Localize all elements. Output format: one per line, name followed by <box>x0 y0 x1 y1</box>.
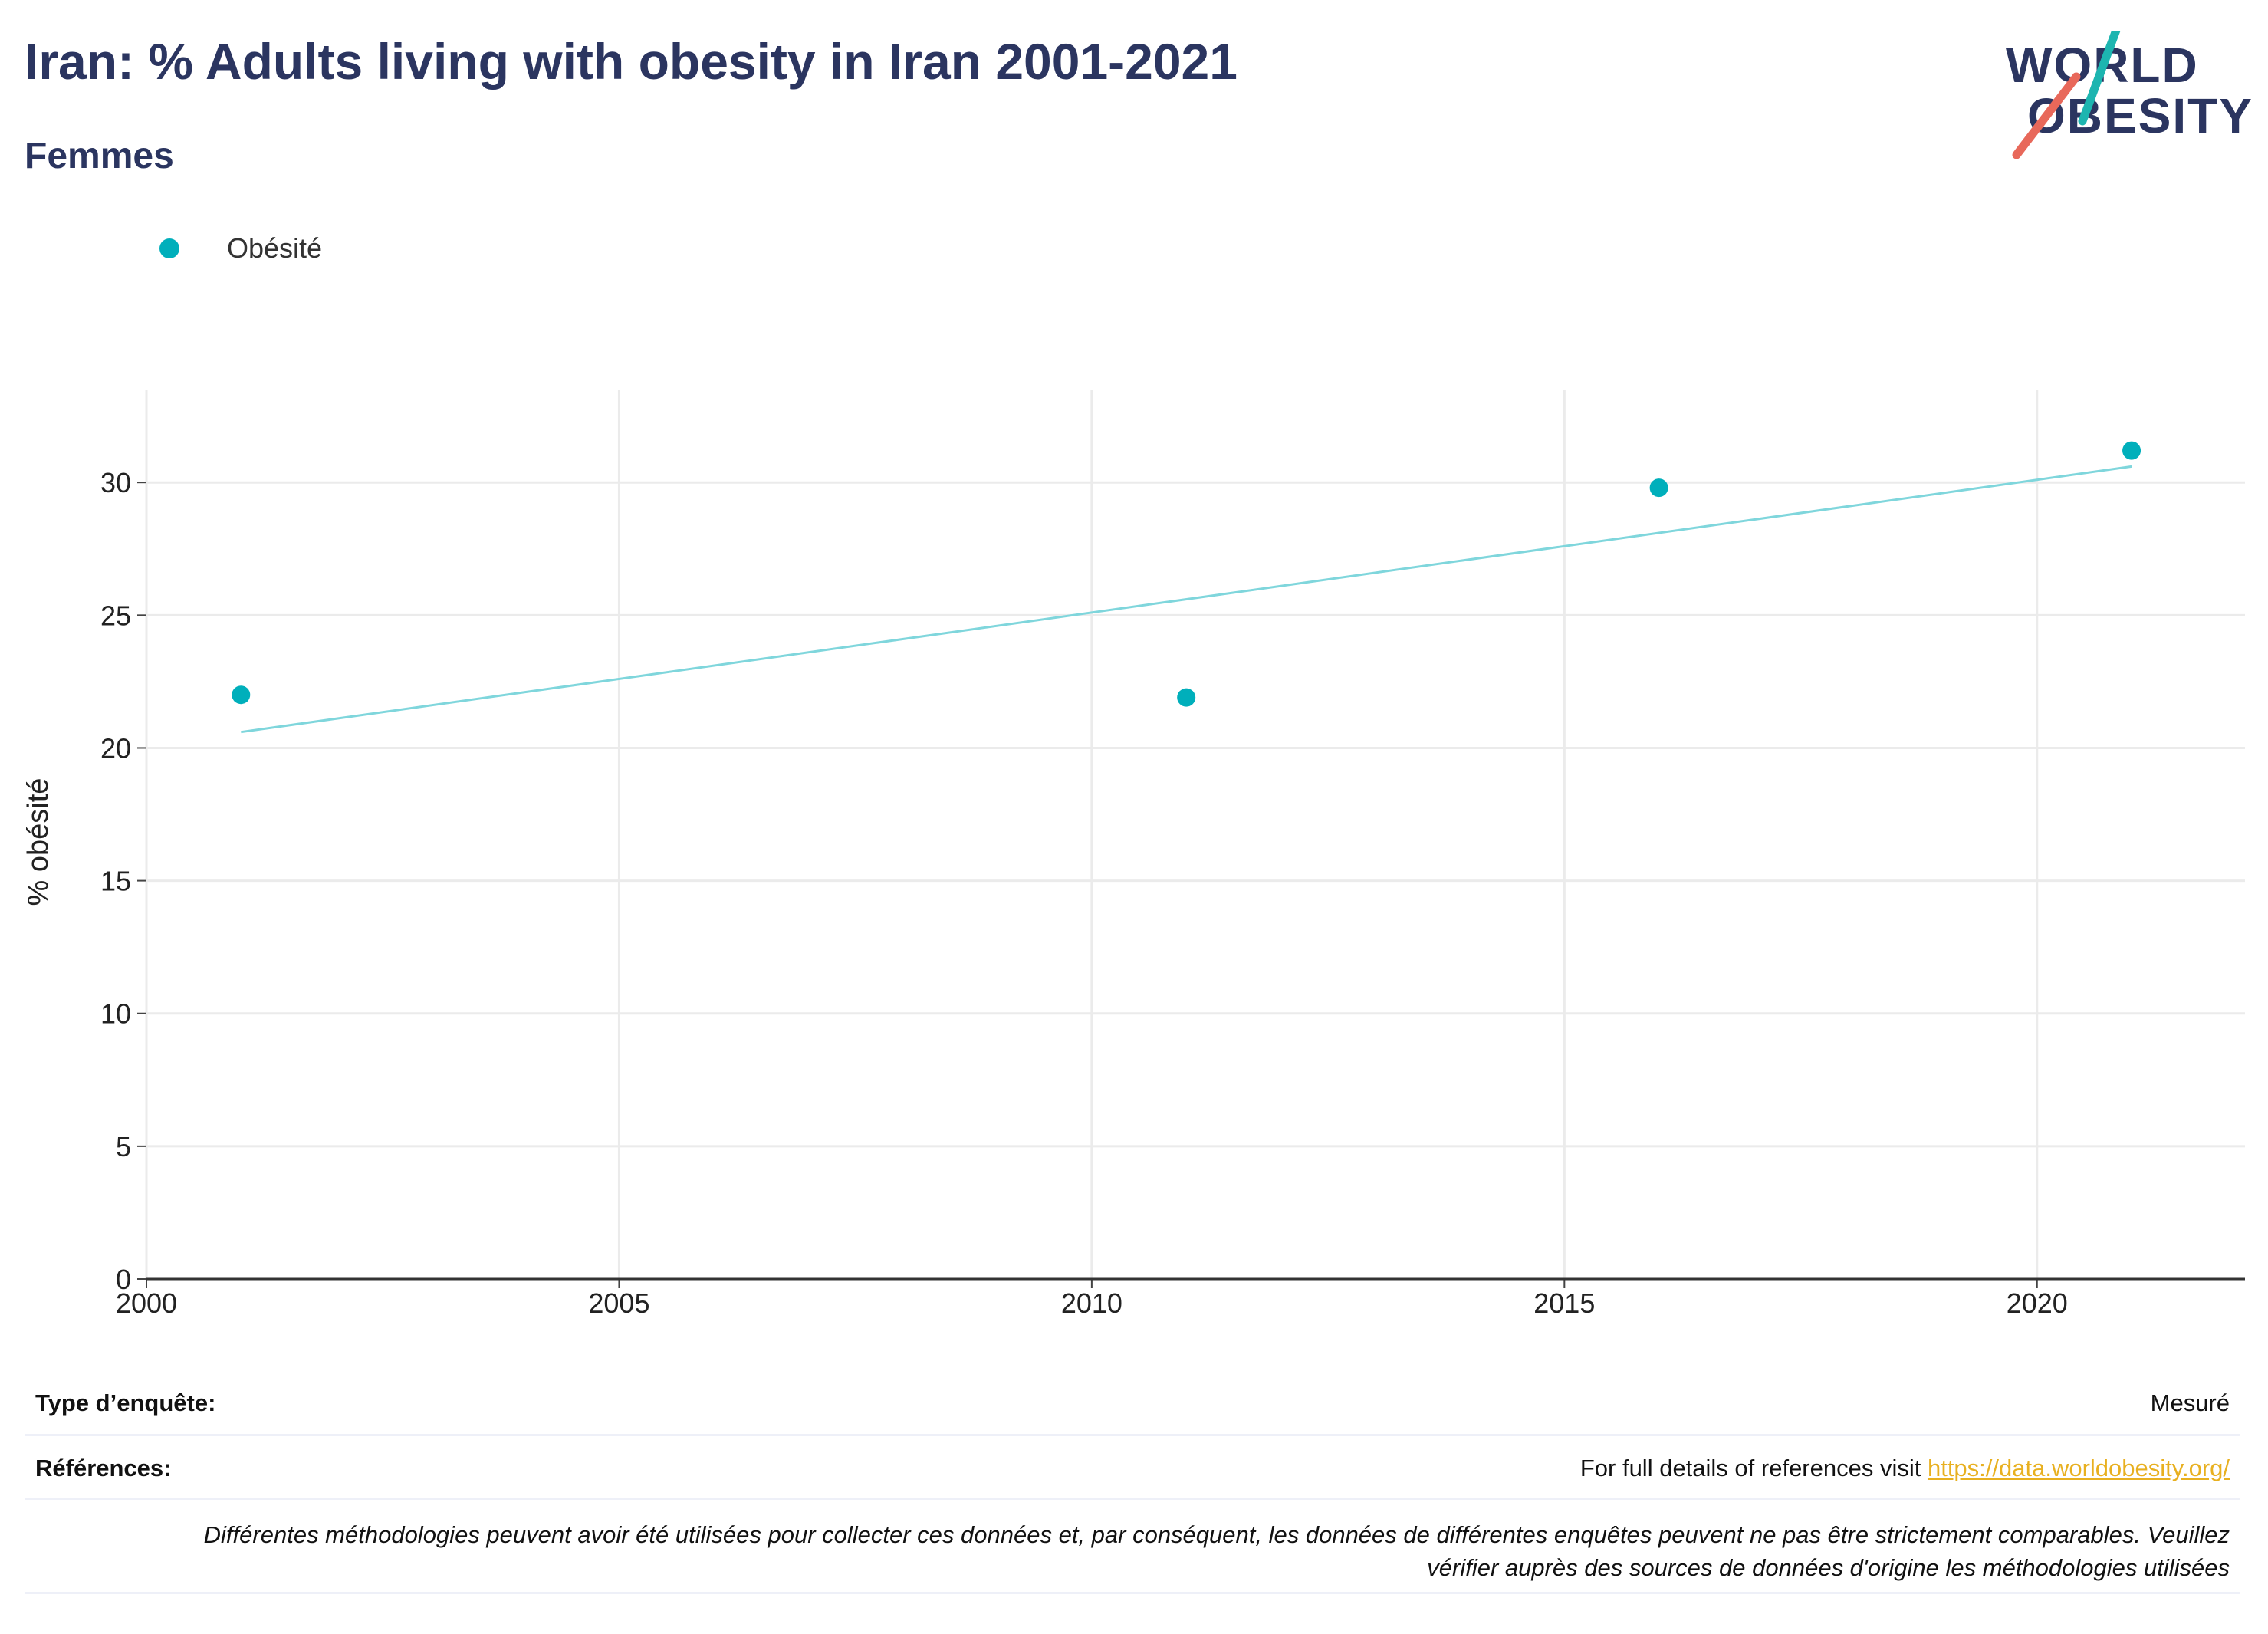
grid-lines <box>145 390 2245 1279</box>
trend-line-path <box>241 465 2132 734</box>
x-tick-label: 2000 <box>116 1287 177 1319</box>
legend-label-obesite: Obésité <box>227 232 323 264</box>
y-tick-label: 30 <box>100 467 131 498</box>
references-value: For full details of references visit htt… <box>1580 1455 2230 1482</box>
data-points <box>232 441 2141 707</box>
y-axis-title: % obésité <box>22 778 54 906</box>
methodology-disclaimer: Différentes méthodologies peuvent avoir … <box>203 1521 2230 1581</box>
x-tick-label: 2020 <box>2007 1287 2068 1319</box>
data-point <box>1649 478 1668 498</box>
x-tick-label: 2015 <box>1533 1287 1595 1319</box>
y-tick-label: 10 <box>100 998 131 1030</box>
data-point <box>232 685 251 705</box>
axes: 0 5 10 15 20 25 30 2000 2005 2010 2015 2020 <box>100 467 2245 1319</box>
data-point <box>1177 688 1196 707</box>
footer-survey-type-row: Type d’enquête: Mesuré <box>25 1371 2240 1436</box>
x-tick-label: 2005 <box>588 1287 649 1319</box>
y-tick-label: 15 <box>100 866 131 897</box>
chart-legend: Obésité <box>159 230 322 267</box>
legend-marker-obesite <box>159 238 179 258</box>
y-tick-label: 5 <box>116 1131 131 1162</box>
references-link[interactable]: https://data.worldobesity.org/ <box>1927 1455 2230 1481</box>
footer-bottom-divider <box>25 1591 2240 1594</box>
scatter-chart: 0 5 10 15 20 25 30 2000 2005 2010 2015 2020 % obési… <box>22 390 2245 1319</box>
chart-subtitle: Femmes <box>25 136 174 176</box>
references-label: Références: <box>35 1455 172 1481</box>
survey-type-value: Mesuré <box>2150 1389 2230 1416</box>
references-text: For full details of references visit <box>1579 1455 1928 1481</box>
y-tick-label: 20 <box>100 732 131 764</box>
chart-title: Iran: % Adults living with obesity in Ir… <box>25 33 1238 90</box>
world-obesity-logo: WORLD OBESITY <box>2001 31 2262 169</box>
x-tick-label: 2010 <box>1061 1287 1122 1319</box>
y-tick-label: 0 <box>116 1264 131 1295</box>
logo-slash-icon <box>2012 31 2121 159</box>
footer-references-row: Références: For full details of referenc… <box>25 1436 2240 1500</box>
trend-line <box>241 465 2132 734</box>
y-tick-label: 25 <box>100 600 131 631</box>
data-point <box>2122 441 2141 460</box>
survey-type-label: Type d’enquête: <box>35 1389 216 1416</box>
